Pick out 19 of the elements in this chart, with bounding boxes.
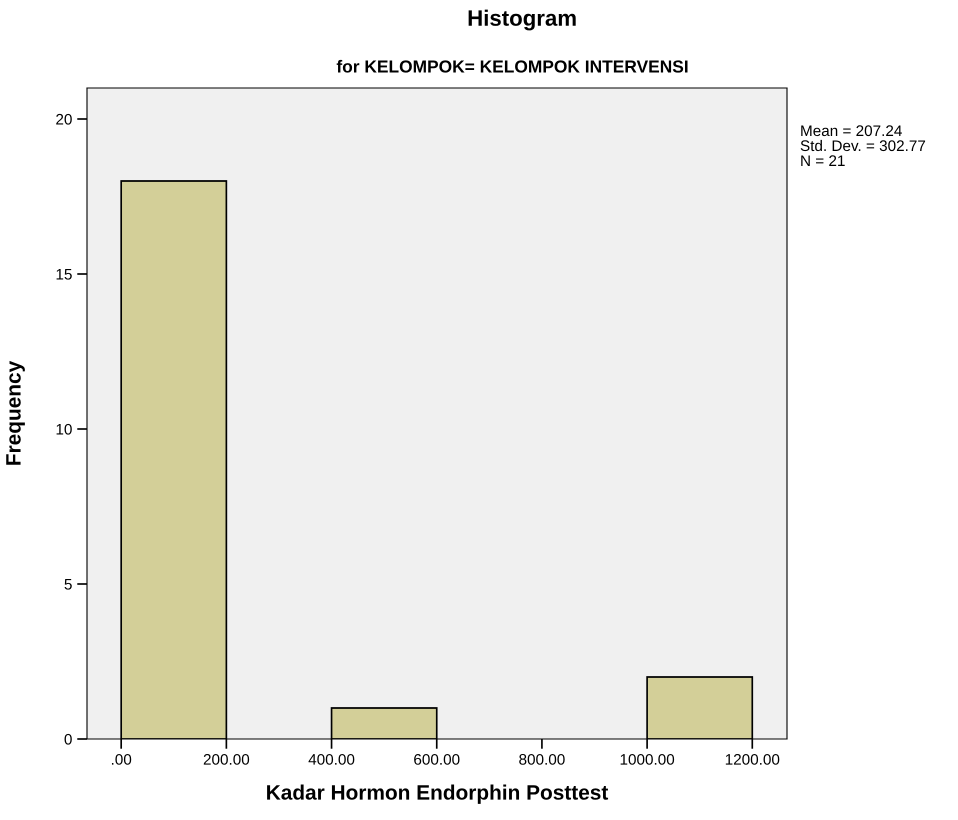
y-tick-label: 15 [56,269,72,280]
text: N = 21 [801,155,845,166]
x-tick-label: 800.00 [519,754,565,765]
x-axis-title: Kadar Hormon Endorphin Posttest [267,784,608,804]
text: Mean = 207.24 [801,125,902,136]
x-tick-label: 1000.00 [620,754,674,765]
x-tick-label: 400.00 [308,754,354,765]
x-tick-label: .00 [112,754,132,765]
x-tick-label: 600.00 [414,754,460,765]
chart-subtitle: for KELOMPOK= KELOMPOK INTERVENSI [336,60,688,73]
x-tick-label: 1200.00 [726,754,780,765]
y-tick-label: 5 [64,579,72,590]
x-tick-label: 200.00 [204,754,250,765]
text: Std. Dev. = 302.77 [800,140,926,152]
y-axis-title: Frequency [6,360,25,465]
y-tick-label: 20 [56,114,72,125]
y-tick-label: 10 [56,424,72,435]
chart-title: Histogram [468,10,576,30]
y-tick-label: 0 [64,734,72,745]
